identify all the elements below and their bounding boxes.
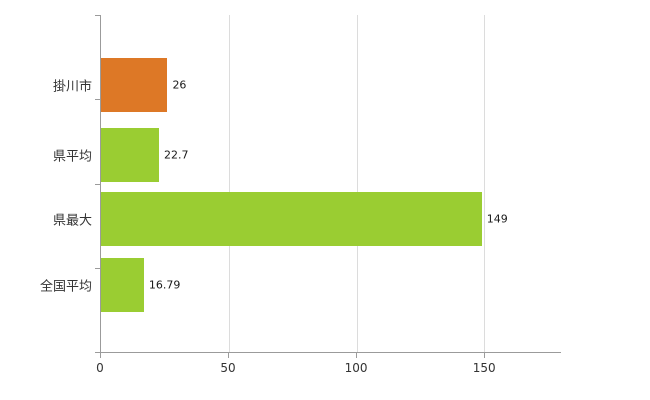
bar-kakegawa bbox=[101, 58, 168, 112]
category-label: 県最大 bbox=[52, 213, 92, 229]
y-tick-mark bbox=[95, 99, 100, 101]
x-axis: 0 50 100 150 bbox=[96, 352, 561, 380]
bar-pref-average bbox=[101, 128, 159, 182]
bar-national-avg bbox=[101, 258, 144, 312]
bar-pref-max bbox=[101, 192, 482, 246]
gridline bbox=[356, 15, 358, 352]
category-label: 掛川市 bbox=[52, 79, 92, 95]
value-label: 149 bbox=[486, 212, 508, 226]
x-tick-mark bbox=[484, 353, 486, 358]
gridline bbox=[484, 15, 486, 352]
value-label: 22.7 bbox=[164, 148, 189, 162]
x-tick-label: 0 bbox=[96, 361, 104, 375]
plot-area: 26 22.7 149 16.79 bbox=[100, 15, 561, 353]
y-tick-mark bbox=[95, 267, 100, 269]
x-tick-mark bbox=[228, 353, 230, 358]
y-tick-mark bbox=[95, 183, 100, 185]
category-label: 全国平均 bbox=[39, 279, 92, 295]
gridline bbox=[228, 15, 230, 352]
y-axis-ticks bbox=[95, 15, 100, 353]
x-tick-mark bbox=[100, 353, 101, 358]
category-label: 県平均 bbox=[52, 149, 92, 165]
x-tick-label: 100 bbox=[344, 361, 368, 375]
y-tick-mark bbox=[95, 15, 100, 16]
y-tick-mark bbox=[95, 352, 100, 353]
value-label: 16.79 bbox=[148, 278, 181, 292]
x-tick-label: 50 bbox=[220, 361, 236, 375]
x-tick-mark bbox=[356, 353, 358, 358]
value-label: 26 bbox=[172, 78, 187, 92]
x-tick-label: 150 bbox=[472, 361, 496, 375]
